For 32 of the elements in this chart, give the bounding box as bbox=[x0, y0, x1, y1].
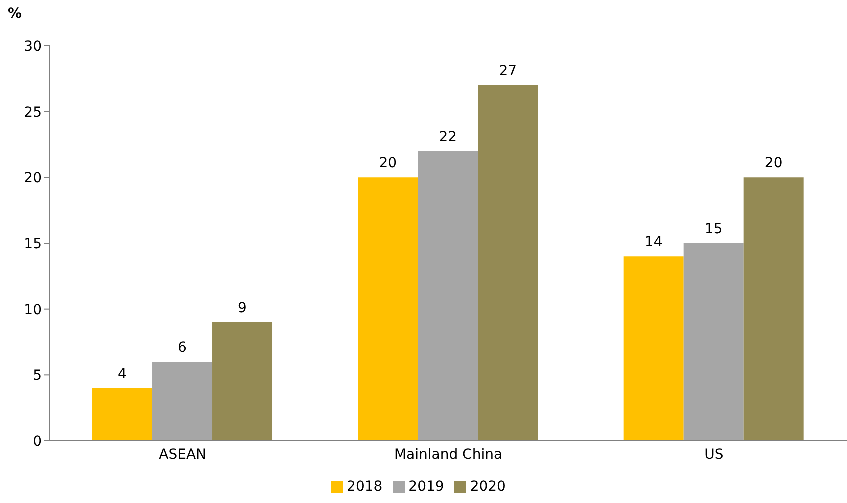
y-tick-label: 25 bbox=[24, 104, 42, 121]
bar bbox=[744, 178, 804, 441]
data-label: 9 bbox=[238, 300, 247, 316]
bar bbox=[624, 256, 684, 441]
y-tick-label: 10 bbox=[24, 302, 42, 318]
bar bbox=[478, 86, 538, 441]
x-tick-label: Mainland China bbox=[394, 446, 503, 463]
y-tick-label: 15 bbox=[24, 236, 42, 252]
data-label: 15 bbox=[704, 222, 723, 238]
y-tick-label: 30 bbox=[24, 38, 42, 55]
bar bbox=[152, 362, 213, 441]
x-tick-label: US bbox=[704, 446, 724, 463]
data-label: 27 bbox=[499, 64, 518, 80]
data-label: 4 bbox=[118, 366, 128, 382]
data-label: 20 bbox=[764, 156, 783, 172]
y-axis-title: % bbox=[8, 6, 22, 22]
bar bbox=[418, 151, 478, 441]
legend-label: 2018 bbox=[347, 479, 383, 495]
data-label: 14 bbox=[644, 234, 663, 251]
y-tick-label: 5 bbox=[33, 368, 42, 384]
data-label: 6 bbox=[178, 340, 188, 356]
bar bbox=[358, 178, 418, 441]
legend-label: 2020 bbox=[470, 479, 506, 495]
data-label: 20 bbox=[379, 156, 398, 172]
data-label: 22 bbox=[439, 129, 458, 146]
bar bbox=[92, 388, 153, 441]
legend-label: 2019 bbox=[408, 479, 444, 495]
x-tick-label: ASEAN bbox=[159, 446, 207, 463]
y-tick-label: 20 bbox=[24, 170, 42, 187]
bar bbox=[212, 322, 273, 441]
bar bbox=[684, 244, 744, 441]
y-tick-label: 0 bbox=[33, 434, 42, 450]
